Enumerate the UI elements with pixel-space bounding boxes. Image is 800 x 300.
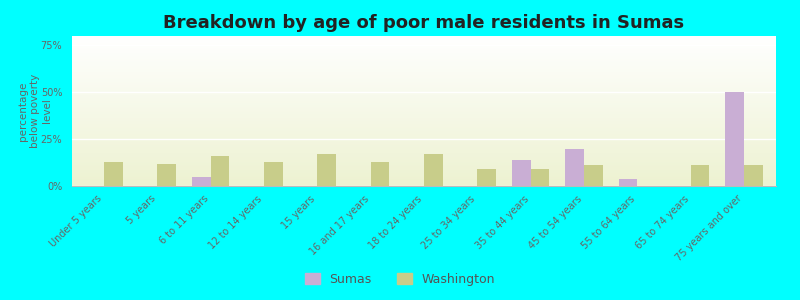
Bar <box>192 177 210 186</box>
Bar <box>690 165 710 186</box>
Title: Breakdown by age of poor male residents in Sumas: Breakdown by age of poor male residents … <box>163 14 685 32</box>
Bar <box>478 169 496 186</box>
Bar <box>530 169 550 186</box>
Bar <box>744 165 762 186</box>
Bar <box>512 160 530 186</box>
Bar <box>370 162 390 186</box>
Bar <box>210 156 230 186</box>
Bar <box>424 154 442 186</box>
Bar <box>318 154 336 186</box>
Bar <box>104 162 122 186</box>
Bar <box>158 164 176 186</box>
Bar <box>618 178 638 186</box>
Bar <box>726 92 744 186</box>
Y-axis label: percentage
below poverty
level: percentage below poverty level <box>18 74 52 148</box>
Bar <box>584 165 602 186</box>
Bar <box>566 148 584 186</box>
Legend: Sumas, Washington: Sumas, Washington <box>300 268 500 291</box>
Bar <box>264 162 282 186</box>
